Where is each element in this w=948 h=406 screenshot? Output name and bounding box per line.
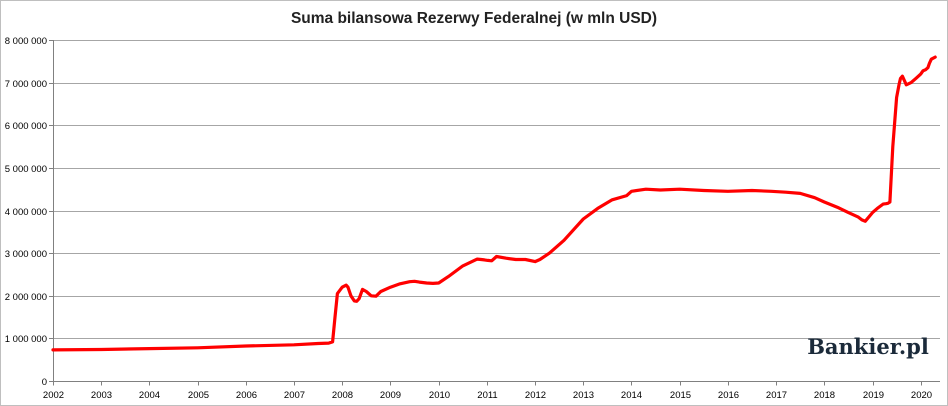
chart-title: Suma bilansowa Rezerwy Federalnej (w mln… [291,10,657,27]
x-tick-label: 2004 [139,390,160,401]
x-tick-label: 2012 [525,390,546,401]
x-tick-label: 2007 [284,390,305,401]
watermark-logo: Bankier.pl [807,334,929,359]
x-tick-label: 2018 [814,390,835,401]
grid-lines [53,40,940,339]
y-tick-label: 8 000 000 [5,36,47,47]
y-tick-label: 4 000 000 [5,207,47,218]
y-tick-label: 2 000 000 [5,292,47,303]
x-tick-label: 2015 [670,390,691,401]
x-tick-label: 2013 [573,390,594,401]
x-axis: 2002 2003 2004 2005 2006 2007 2008 2009 2010 2011… [43,40,940,401]
y-axis-ticks: 0 1 000 000 2 000 000 3 000 000 4 000 000 5 0… [5,36,53,388]
x-tick-label: 2016 [718,390,739,401]
y-tick-label: 1 000 000 [5,334,47,345]
y-tick-label: 3 000 000 [5,249,47,260]
x-tick-label: 2017 [766,390,787,401]
y-tick-label: 6 000 000 [5,121,47,132]
x-tick-label: 2019 [863,390,884,401]
x-tick-label: 2005 [188,390,209,401]
y-tick-label: 0 [42,377,47,388]
series-line [51,55,937,352]
y-tick-label: 5 000 000 [5,164,47,175]
y-tick-label: 7 000 000 [5,79,47,90]
x-tick-label: 2020 [911,390,932,401]
x-tick-label: 2008 [332,390,353,401]
series-group [51,55,937,352]
x-tick-label: 2011 [477,390,497,401]
x-tick-label: 2010 [429,390,450,401]
x-tick-label: 2006 [236,390,257,401]
x-tick-label: 2003 [91,390,112,401]
x-tick-label: 2014 [621,390,642,401]
x-tick-label: 2002 [43,390,64,401]
x-tick-label: 2009 [380,390,401,401]
